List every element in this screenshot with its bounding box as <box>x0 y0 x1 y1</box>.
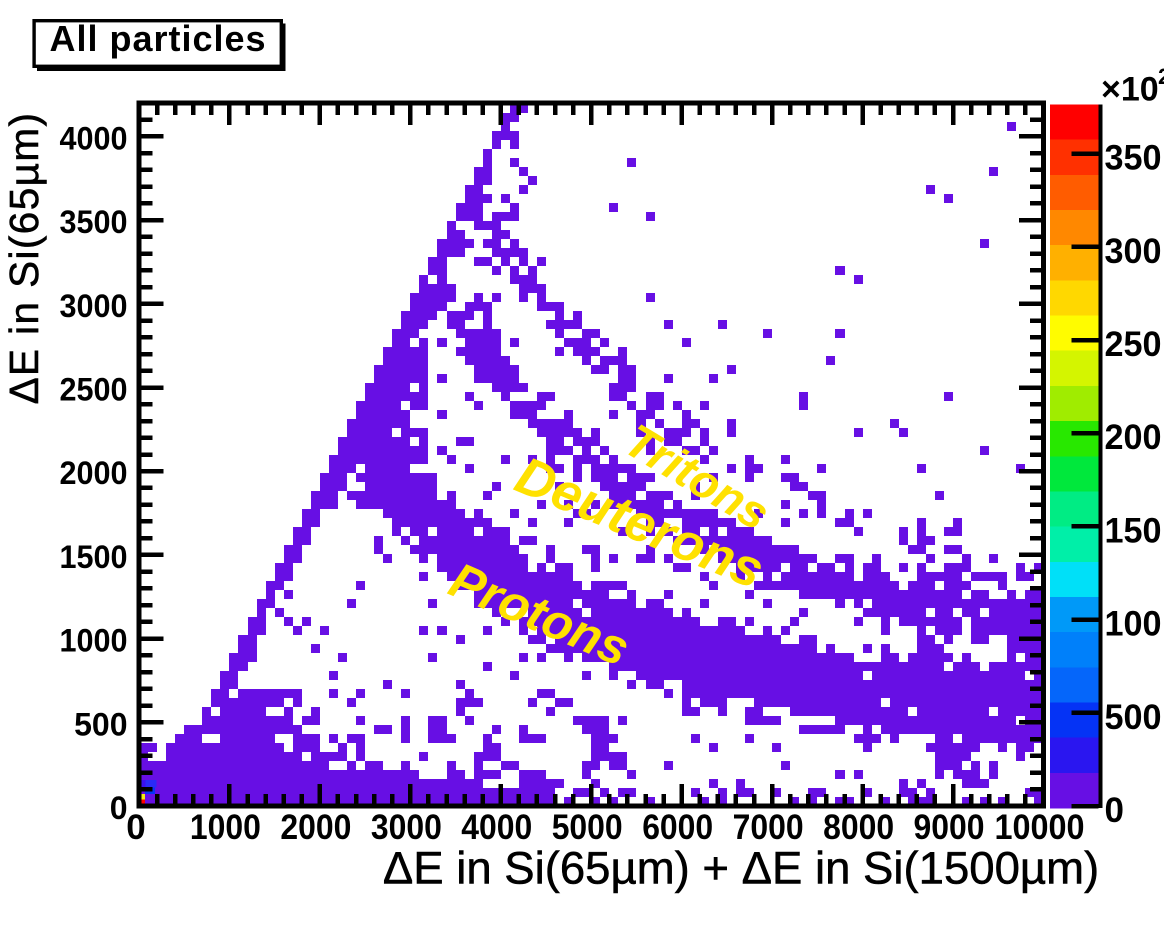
svg-text:0: 0 <box>110 790 128 826</box>
svg-text:200: 200 <box>1105 418 1162 457</box>
svg-text:×10: ×10 <box>1101 71 1159 109</box>
svg-text:500: 500 <box>1105 698 1162 737</box>
svg-text:500: 500 <box>74 706 127 742</box>
svg-text:6000: 6000 <box>642 808 713 847</box>
svg-text:2500: 2500 <box>60 372 128 408</box>
svg-text:250: 250 <box>1105 325 1162 364</box>
svg-text:2000: 2000 <box>280 808 351 847</box>
svg-text:1000: 1000 <box>190 808 261 847</box>
svg-text:300: 300 <box>1105 232 1162 271</box>
svg-text:350: 350 <box>1105 139 1162 178</box>
svg-text:All particles: All particles <box>49 18 266 59</box>
svg-text:3000: 3000 <box>371 808 442 847</box>
svg-text:150: 150 <box>1105 511 1162 550</box>
svg-text:10000: 10000 <box>995 808 1085 847</box>
svg-text:ΔE in Si(65µm): ΔE in Si(65µm) <box>1 112 47 405</box>
svg-text:1000: 1000 <box>60 623 128 659</box>
svg-text:3000: 3000 <box>60 288 128 324</box>
svg-text:8000: 8000 <box>823 808 894 847</box>
svg-text:5000: 5000 <box>552 808 623 847</box>
svg-text:7000: 7000 <box>733 808 804 847</box>
svg-text:2000: 2000 <box>60 455 128 491</box>
svg-text:9000: 9000 <box>914 808 985 847</box>
svg-text:100: 100 <box>1105 605 1162 644</box>
svg-text:0: 0 <box>126 808 145 847</box>
svg-text:4000: 4000 <box>461 808 532 847</box>
svg-text:0: 0 <box>1105 791 1124 830</box>
svg-text:ΔE in Si(65µm) + ΔE in Si(1500: ΔE in Si(65µm) + ΔE in Si(1500µm) <box>383 843 1099 894</box>
svg-text:2: 2 <box>1158 64 1164 89</box>
svg-text:1500: 1500 <box>60 539 128 575</box>
svg-text:4000: 4000 <box>60 121 128 157</box>
svg-text:3500: 3500 <box>60 204 128 240</box>
